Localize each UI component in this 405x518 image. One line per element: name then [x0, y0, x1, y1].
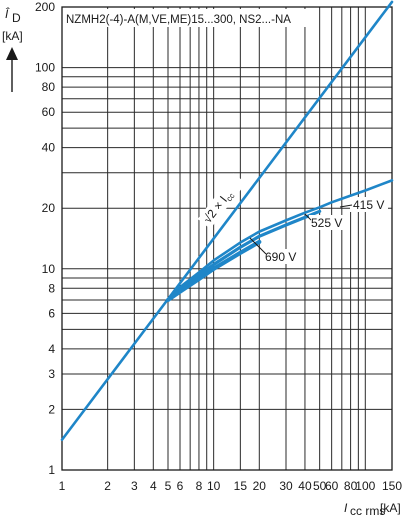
y-tick-label: 3 — [48, 367, 55, 381]
x-tick-label: 100 — [355, 479, 375, 493]
y-tick-label: 200 — [35, 0, 55, 14]
x-tick-label: 20 — [253, 479, 267, 493]
y-tick-label: 20 — [42, 201, 56, 215]
x-tick-label: 50 — [313, 479, 327, 493]
series-group — [60, 0, 394, 442]
svg-text:√2 × Icc: √2 × Icc — [200, 187, 236, 227]
x-tick-label: 8 — [196, 479, 203, 493]
x-axis-label: I cc rms [kA] — [344, 501, 401, 518]
y-tick-label: 40 — [42, 141, 56, 155]
y-axis-symbol: Î — [5, 6, 10, 21]
x-axis-subscript: cc rms — [350, 504, 385, 518]
x-tick-label: 5 — [165, 479, 172, 493]
y-tick-label: 100 — [35, 61, 55, 75]
y-axis-label: Î D [kA] — [2, 6, 23, 92]
y-tick-label: 8 — [48, 281, 55, 295]
x-tick-label: 1 — [59, 479, 66, 493]
x-tick-label: 3 — [131, 479, 138, 493]
y-tick-label: 4 — [48, 342, 55, 356]
y-tick-labels: 1 2 3 4 6 8 10 20 40 60 80 100 200 — [35, 0, 55, 477]
y-tick-label: 2 — [48, 402, 55, 416]
grid — [61, 6, 393, 471]
x-tick-label: 15 — [234, 479, 248, 493]
series-label-690v: 690 V — [249, 237, 301, 264]
y-tick-label: 80 — [42, 80, 56, 94]
chart-title: NZMH2(-4)-A(M,VE,ME)15...300, NS2...-NA — [66, 14, 291, 26]
y-tick-label: 10 — [42, 262, 56, 276]
plot-border — [61, 6, 393, 471]
x-tick-label: 6 — [177, 479, 184, 493]
series-690v-line — [165, 239, 262, 303]
x-axis-symbol: I — [344, 501, 348, 515]
title-background — [63, 9, 309, 27]
y-tick-label: 60 — [42, 105, 56, 119]
label-415v: 415 V — [353, 198, 384, 212]
series-label-525v: 525 V — [304, 213, 347, 230]
y-tick-label: 1 — [48, 463, 55, 477]
x-tick-label: 60 — [325, 479, 339, 493]
x-axis-unit: [kA] — [380, 501, 401, 515]
series-label-sqrt2: √2 × Icc — [197, 173, 247, 229]
y-axis-unit: [kA] — [2, 29, 23, 43]
x-tick-label: 30 — [279, 479, 293, 493]
y-axis-subscript: D — [12, 11, 21, 25]
x-tick-label: 4 — [150, 479, 157, 493]
label-690v: 690 V — [265, 250, 296, 264]
label-525v: 525 V — [311, 216, 342, 230]
x-tick-label: 40 — [298, 479, 312, 493]
x-tick-label: 150 — [382, 479, 402, 493]
series-label-415v: 415 V — [339, 197, 388, 212]
x-tick-label: 10 — [207, 479, 221, 493]
y-tick-label: 6 — [48, 306, 55, 320]
series-labels: √2 × Icc 415 V 525 V 690 V — [197, 173, 388, 264]
series-sqrt2-line — [60, 0, 394, 442]
series-525v-line — [166, 209, 322, 302]
series-415v-line — [166, 179, 394, 302]
x-tick-label: 80 — [344, 479, 358, 493]
sqrt2-label-sub: cc — [224, 191, 236, 203]
plot-frame — [61, 6, 393, 471]
up-arrow-icon — [6, 47, 18, 92]
x-tick-label: 2 — [104, 479, 111, 493]
